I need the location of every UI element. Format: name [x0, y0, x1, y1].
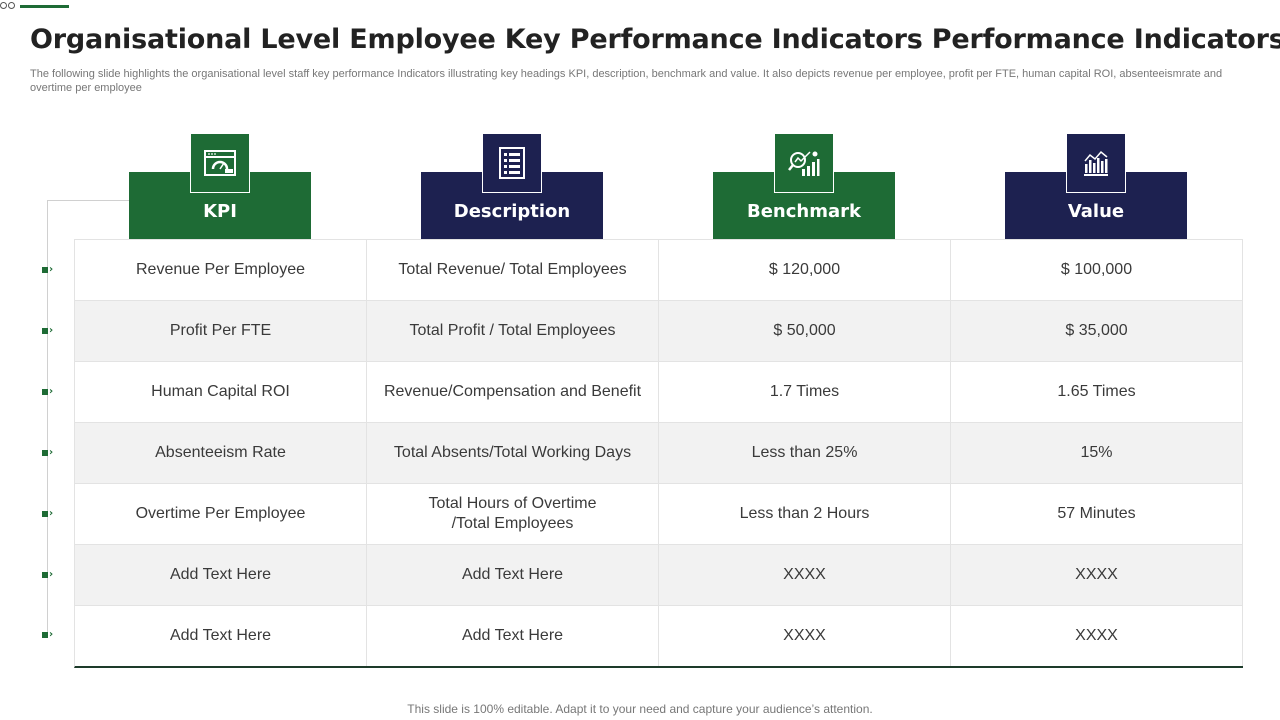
table-cell: Total Absents/Total Working Days — [367, 423, 659, 483]
table-cell: XXXX — [951, 545, 1243, 605]
table-cell: Total Hours of Overtime /Total Employees — [367, 484, 659, 544]
table-row: Absenteeism Rate Total Absents/Total Wor… — [75, 423, 1243, 484]
header-value-label: Value — [1067, 201, 1125, 222]
row-arrow-icon: › — [42, 509, 62, 519]
table-cell: Add Text Here — [367, 545, 659, 605]
table-cell: XXXX — [659, 545, 951, 605]
row-arrow-icon: › — [42, 570, 62, 580]
table-cell: Overtime Per Employee — [75, 484, 367, 544]
table-cell: $ 50,000 — [659, 301, 951, 361]
analytics-icon — [774, 133, 834, 193]
table-cell: $ 120,000 — [659, 240, 951, 300]
table-cell: 57 Minutes — [951, 484, 1243, 544]
footer-note: This slide is 100% editable. Adapt it to… — [407, 702, 873, 716]
table-cell: Absenteeism Rate — [75, 423, 367, 483]
page-subtitle: The following slide highlights the organ… — [30, 68, 1223, 94]
table-row: Profit Per FTE Total Profit / Total Empl… — [75, 301, 1243, 362]
table-cell: Revenue Per Employee — [75, 240, 367, 300]
table-cell: XXXX — [951, 606, 1243, 666]
page-title: Organisational Level Employee Key Perfor… — [30, 24, 1280, 55]
header-benchmark-label: Benchmark — [747, 201, 861, 222]
table-cell: Revenue/Compensation and Benefit — [367, 362, 659, 422]
table-cell: XXXX — [659, 606, 951, 666]
table-row: Human Capital ROI Revenue/Compensation a… — [75, 362, 1243, 423]
table-cell: 15% — [951, 423, 1243, 483]
table-cell: Total Profit / Total Employees — [367, 301, 659, 361]
table-row: Add Text Here Add Text Here XXXX XXXX — [75, 606, 1243, 666]
table-cell: Add Text Here — [75, 545, 367, 605]
row-arrow-icon: › — [42, 265, 62, 275]
table-row: Add Text Here Add Text Here XXXX XXXX — [75, 545, 1243, 606]
table-cell: $ 100,000 — [951, 240, 1243, 300]
table-cell: Less than 25% — [659, 423, 951, 483]
slide-dots-icon — [0, 2, 15, 9]
table-cell: Add Text Here — [75, 606, 367, 666]
table-cell: Less than 2 Hours — [659, 484, 951, 544]
document-list-icon — [482, 133, 542, 193]
row-connector-line — [47, 200, 48, 636]
row-arrow-icon: › — [42, 387, 62, 397]
header-kpi-label: KPI — [203, 201, 237, 222]
row-arrow-icon: › — [42, 448, 62, 458]
table-row: Overtime Per Employee Total Hours of Ove… — [75, 484, 1243, 545]
table-cell: $ 35,000 — [951, 301, 1243, 361]
row-arrow-icon: › — [42, 630, 62, 640]
table-cell: 1.7 Times — [659, 362, 951, 422]
table-cell: 1.65 Times — [951, 362, 1243, 422]
row-arrow-icon: › — [42, 326, 62, 336]
kpi-table: Revenue Per Employee Total Revenue/ Tota… — [74, 239, 1243, 668]
top-accent-bar — [20, 5, 69, 8]
dashboard-icon — [190, 133, 250, 193]
bar-chart-icon — [1066, 133, 1126, 193]
table-cell: Total Revenue/ Total Employees — [367, 240, 659, 300]
table-row: Revenue Per Employee Total Revenue/ Tota… — [75, 240, 1243, 301]
table-cell: Profit Per FTE — [75, 301, 367, 361]
header-description-label: Description — [453, 201, 571, 222]
header-connector-line — [47, 200, 129, 201]
table-cell: Human Capital ROI — [75, 362, 367, 422]
table-cell: Add Text Here — [367, 606, 659, 666]
